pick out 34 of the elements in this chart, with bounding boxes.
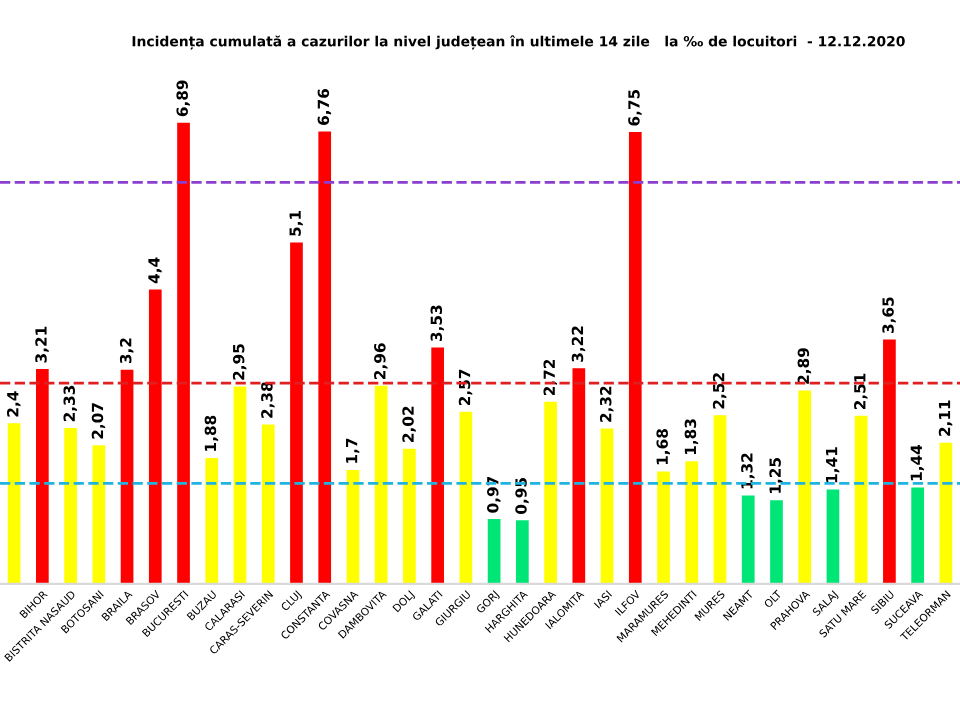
bar xyxy=(854,415,868,584)
bar xyxy=(798,390,812,584)
bar xyxy=(628,132,642,584)
bar xyxy=(544,401,557,584)
bar xyxy=(657,471,670,584)
bar xyxy=(64,427,77,584)
bar xyxy=(233,386,247,584)
bar xyxy=(36,369,49,584)
bar xyxy=(374,385,388,584)
bar xyxy=(261,424,275,584)
bar xyxy=(741,495,755,584)
bar xyxy=(487,518,501,584)
bar xyxy=(148,289,162,584)
bar xyxy=(7,423,21,584)
bar xyxy=(770,500,783,584)
bar xyxy=(911,487,924,584)
bar xyxy=(939,442,953,584)
bar xyxy=(826,489,840,584)
bar xyxy=(205,458,219,584)
bar xyxy=(713,415,727,584)
bar xyxy=(177,122,190,584)
bar xyxy=(318,131,332,584)
bar xyxy=(120,369,134,584)
bar xyxy=(290,242,303,584)
bar xyxy=(685,461,699,584)
bar xyxy=(459,411,473,584)
bar xyxy=(883,339,896,584)
bar xyxy=(403,448,416,584)
bar xyxy=(572,368,586,584)
bar xyxy=(516,520,529,584)
bar xyxy=(92,445,106,584)
bar xyxy=(431,347,444,584)
bar xyxy=(346,470,360,584)
bar xyxy=(600,428,614,584)
